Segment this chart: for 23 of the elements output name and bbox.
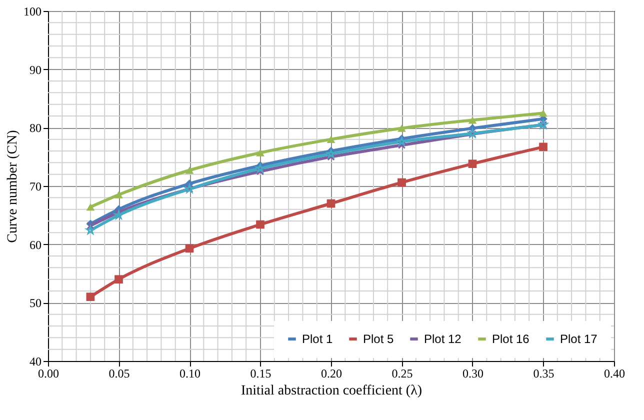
y-tick-label: 100 xyxy=(24,4,42,18)
x-tick-label: 0.15 xyxy=(250,366,272,380)
y-tick-label: 70 xyxy=(30,180,42,194)
x-tick-label: 0.30 xyxy=(462,366,484,380)
y-tick-label: 40 xyxy=(30,354,42,368)
x-tick-label: 0.10 xyxy=(180,366,200,380)
legend-label: Plot 5 xyxy=(363,332,394,346)
y-axis-title: Curve number (CN) xyxy=(6,130,20,243)
x-tick-label: 0.25 xyxy=(392,366,413,380)
x-tick-label: 0.00 xyxy=(38,366,59,380)
legend-label: Plot 16 xyxy=(492,332,530,346)
x-tick-label: 0.05 xyxy=(108,366,130,380)
y-tick-label: 50 xyxy=(30,296,42,310)
legend-label: Plot 1 xyxy=(302,332,334,346)
y-tick-label: 90 xyxy=(30,62,42,77)
x-tick-label: 0.40 xyxy=(604,366,625,380)
legend-label: Plot 12 xyxy=(424,332,462,346)
y-tick-label: 80 xyxy=(30,121,42,136)
x-tick-label: 0.35 xyxy=(533,366,554,380)
x-axis-title: Initial abstraction coefficient (λ) xyxy=(240,384,422,398)
x-tick-label: 0.20 xyxy=(321,366,342,380)
y-tick-label: 60 xyxy=(30,238,42,252)
legend-label: Plot 17 xyxy=(560,332,598,346)
